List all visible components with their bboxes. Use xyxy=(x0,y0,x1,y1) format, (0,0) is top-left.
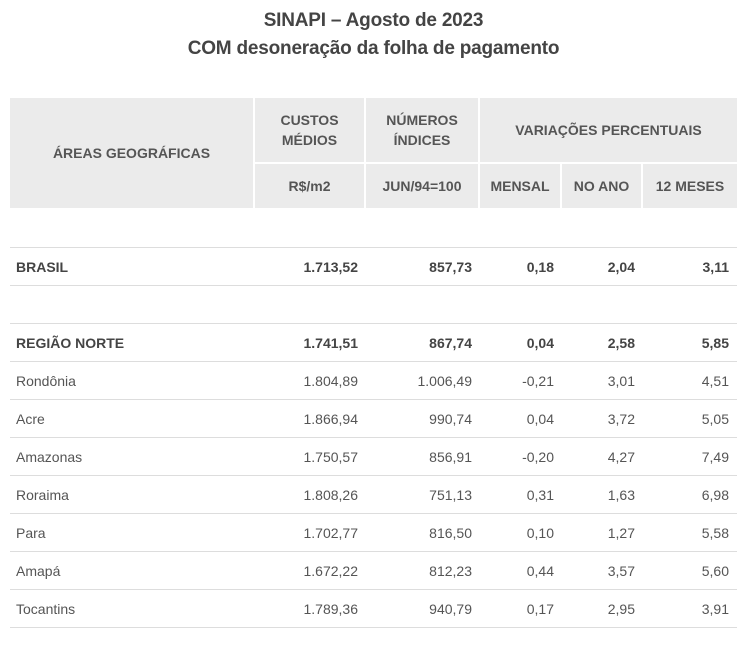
header-numeros-unit: JUN/94=100 xyxy=(366,164,478,208)
cell-ano: 3,72 xyxy=(607,411,635,427)
header-custos: CUSTOS MÉDIOS xyxy=(255,98,364,162)
cell-ano: 3,01 xyxy=(607,373,635,389)
header-custos-unit: R$/m2 xyxy=(255,164,364,208)
header-numeros: NÚMEROS ÍNDICES xyxy=(366,98,478,162)
header-variacoes: VARIAÇÕES PERCENTUAIS xyxy=(480,98,737,162)
cell-indice: 751,13 xyxy=(429,487,472,503)
table-row: Para 1.702,77 816,50 0,10 1,27 5,58 xyxy=(10,513,737,552)
table-row: Rondônia 1.804,89 1.006,49 -0,21 3,01 4,51 xyxy=(10,361,737,400)
cell-custo: 1.741,51 xyxy=(303,335,359,351)
cell-indice: 1.006,49 xyxy=(417,373,473,389)
cell-mensal: 0,17 xyxy=(526,600,554,617)
cell-meses12: 5,58 xyxy=(701,525,729,541)
cell-area: REGIÃO NORTE xyxy=(16,335,125,351)
cell-mensal: 0,44 xyxy=(526,563,554,579)
cell-area: Amapá xyxy=(16,563,61,579)
cell-mensal: 0,10 xyxy=(526,525,554,541)
cell-meses12: 5,85 xyxy=(701,335,729,351)
table-row: BRASIL 1.713,52 857,73 0,18 2,04 3,11 xyxy=(10,247,737,286)
cell-area: Acre xyxy=(16,411,45,427)
cell-area: Para xyxy=(16,525,46,541)
cell-custo: 1.789,36 xyxy=(303,600,359,617)
cell-custo: 1.713,52 xyxy=(303,258,359,275)
cell-ano: 2,58 xyxy=(607,335,635,351)
cell-ano: 1,27 xyxy=(607,525,635,541)
cell-indice: 812,23 xyxy=(429,563,472,579)
cell-area: Roraima xyxy=(16,487,69,503)
cell-mensal: 0,04 xyxy=(526,411,554,427)
cell-custo: 1.808,26 xyxy=(303,487,359,503)
cell-custo: 1.672,22 xyxy=(303,563,359,579)
page-title: SINAPI – Agosto de 2023 xyxy=(263,10,484,31)
cell-meses12: 6,98 xyxy=(701,487,729,503)
cell-area: Tocantins xyxy=(16,600,76,617)
cell-meses12: 7,49 xyxy=(701,449,729,465)
cell-meses12: 4,51 xyxy=(701,373,729,389)
cell-ano: 4,27 xyxy=(607,449,635,465)
cell-area: Rondônia xyxy=(16,373,76,389)
cell-custo: 1.702,77 xyxy=(303,525,359,541)
cell-indice: 990,74 xyxy=(429,411,472,427)
table-row: Acre 1.866,94 990,74 0,04 3,72 5,05 xyxy=(10,399,737,438)
cell-area: BRASIL xyxy=(16,258,69,275)
cell-area: Amazonas xyxy=(16,449,83,465)
table-row: Amapá 1.672,22 812,23 0,44 3,57 5,60 xyxy=(10,551,737,590)
cell-custo: 1.804,89 xyxy=(303,373,359,389)
cell-indice: 856,91 xyxy=(429,449,472,465)
table-row: Roraima 1.808,26 751,13 0,31 1,63 6,98 xyxy=(10,475,737,514)
cell-indice: 857,73 xyxy=(429,258,472,275)
cell-mensal: -0,21 xyxy=(522,373,554,389)
cell-indice: 867,74 xyxy=(429,335,472,351)
cell-mensal: 0,18 xyxy=(526,258,554,275)
header-no-ano: NO ANO xyxy=(562,164,641,208)
header-areas: ÁREAS GEOGRÁFICAS xyxy=(10,98,253,208)
cell-ano: 1,63 xyxy=(607,487,635,503)
cell-meses12: 3,91 xyxy=(701,600,729,617)
table-row: Tocantins 1.789,36 940,79 0,17 2,95 3,91 xyxy=(10,589,737,628)
cell-indice: 816,50 xyxy=(429,525,472,541)
cell-mensal: 0,31 xyxy=(526,487,554,503)
cell-ano: 2,95 xyxy=(607,600,635,617)
cell-custo: 1.866,94 xyxy=(303,411,359,427)
page-subtitle: COM desoneração da folha de pagamento xyxy=(187,38,560,59)
cell-indice: 940,79 xyxy=(429,600,472,617)
cell-mensal: -0,20 xyxy=(522,449,554,465)
cell-meses12: 5,60 xyxy=(701,563,729,579)
cell-ano: 2,04 xyxy=(607,258,635,275)
cell-meses12: 3,11 xyxy=(702,258,729,275)
table-row: REGIÃO NORTE 1.741,51 867,74 0,04 2,58 5,85 xyxy=(10,323,737,362)
cell-meses12: 5,05 xyxy=(701,411,729,427)
cell-mensal: 0,04 xyxy=(526,335,554,351)
table-row: Amazonas 1.750,57 856,91 -0,20 4,27 7,49 xyxy=(10,437,737,476)
header-12-meses: 12 MESES xyxy=(643,164,737,208)
header-mensal: MENSAL xyxy=(480,164,560,208)
cell-custo: 1.750,57 xyxy=(303,449,359,465)
cell-ano: 3,57 xyxy=(607,563,635,579)
